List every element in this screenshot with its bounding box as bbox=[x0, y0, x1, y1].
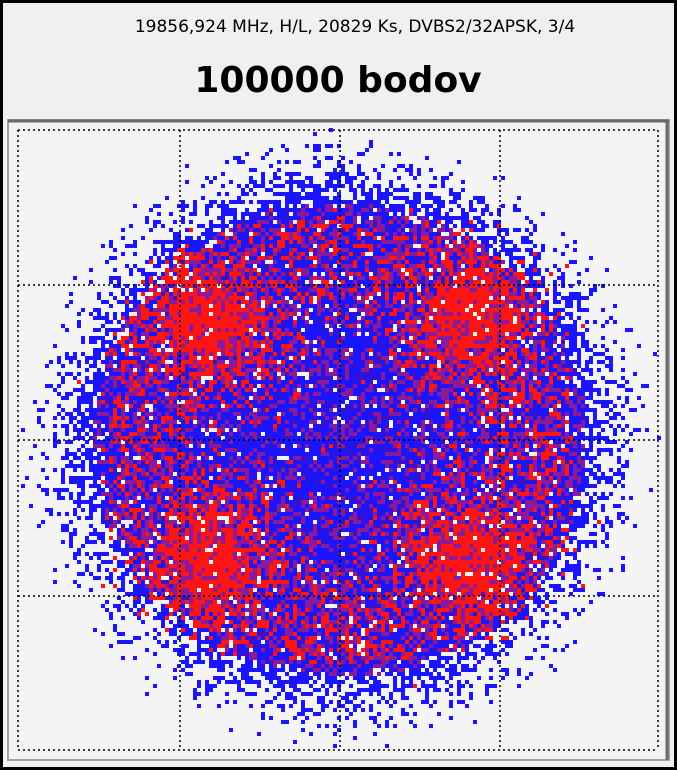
signal-info: 19856,924 MHz, H/L, 20829 Ks, DVBS2/32AP… bbox=[135, 17, 575, 37]
cloud-points-red bbox=[77, 208, 601, 688]
grid bbox=[17, 129, 659, 751]
point-count-title: 100000 bodov bbox=[194, 60, 481, 101]
